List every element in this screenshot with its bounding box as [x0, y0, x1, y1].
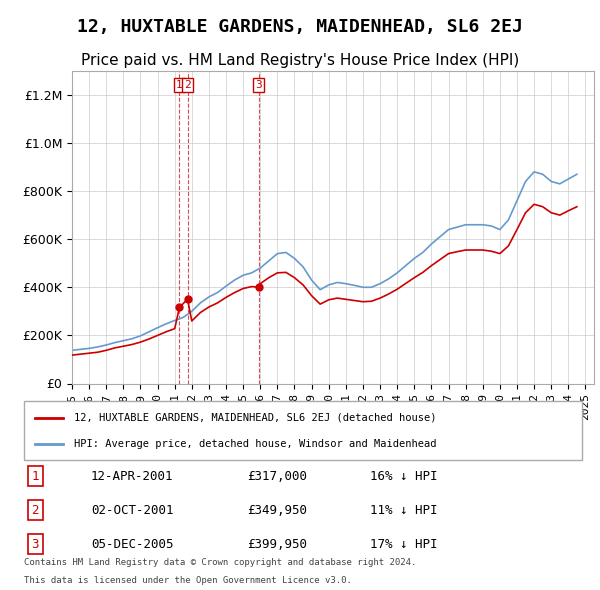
Text: 1: 1 — [31, 470, 39, 483]
Text: 2: 2 — [184, 80, 191, 90]
Text: HPI: Average price, detached house, Windsor and Maidenhead: HPI: Average price, detached house, Wind… — [74, 439, 437, 448]
Text: 1: 1 — [176, 80, 183, 90]
Text: 05-DEC-2005: 05-DEC-2005 — [91, 537, 173, 550]
FancyBboxPatch shape — [24, 401, 582, 460]
Text: 12, HUXTABLE GARDENS, MAIDENHEAD, SL6 2EJ (detached house): 12, HUXTABLE GARDENS, MAIDENHEAD, SL6 2E… — [74, 413, 437, 422]
Text: Price paid vs. HM Land Registry's House Price Index (HPI): Price paid vs. HM Land Registry's House … — [81, 53, 519, 68]
Text: 12, HUXTABLE GARDENS, MAIDENHEAD, SL6 2EJ: 12, HUXTABLE GARDENS, MAIDENHEAD, SL6 2E… — [77, 18, 523, 36]
Text: 11% ↓ HPI: 11% ↓ HPI — [370, 504, 437, 517]
Text: 12-APR-2001: 12-APR-2001 — [91, 470, 173, 483]
Text: Contains HM Land Registry data © Crown copyright and database right 2024.: Contains HM Land Registry data © Crown c… — [24, 558, 416, 567]
Text: 3: 3 — [256, 80, 262, 90]
Text: £349,950: £349,950 — [247, 504, 307, 517]
Text: £317,000: £317,000 — [247, 470, 307, 483]
Text: 17% ↓ HPI: 17% ↓ HPI — [370, 537, 437, 550]
Text: This data is licensed under the Open Government Licence v3.0.: This data is licensed under the Open Gov… — [24, 576, 352, 585]
Text: 3: 3 — [31, 537, 39, 550]
Text: 2: 2 — [31, 504, 39, 517]
Text: 02-OCT-2001: 02-OCT-2001 — [91, 504, 173, 517]
Text: 16% ↓ HPI: 16% ↓ HPI — [370, 470, 437, 483]
Text: £399,950: £399,950 — [247, 537, 307, 550]
